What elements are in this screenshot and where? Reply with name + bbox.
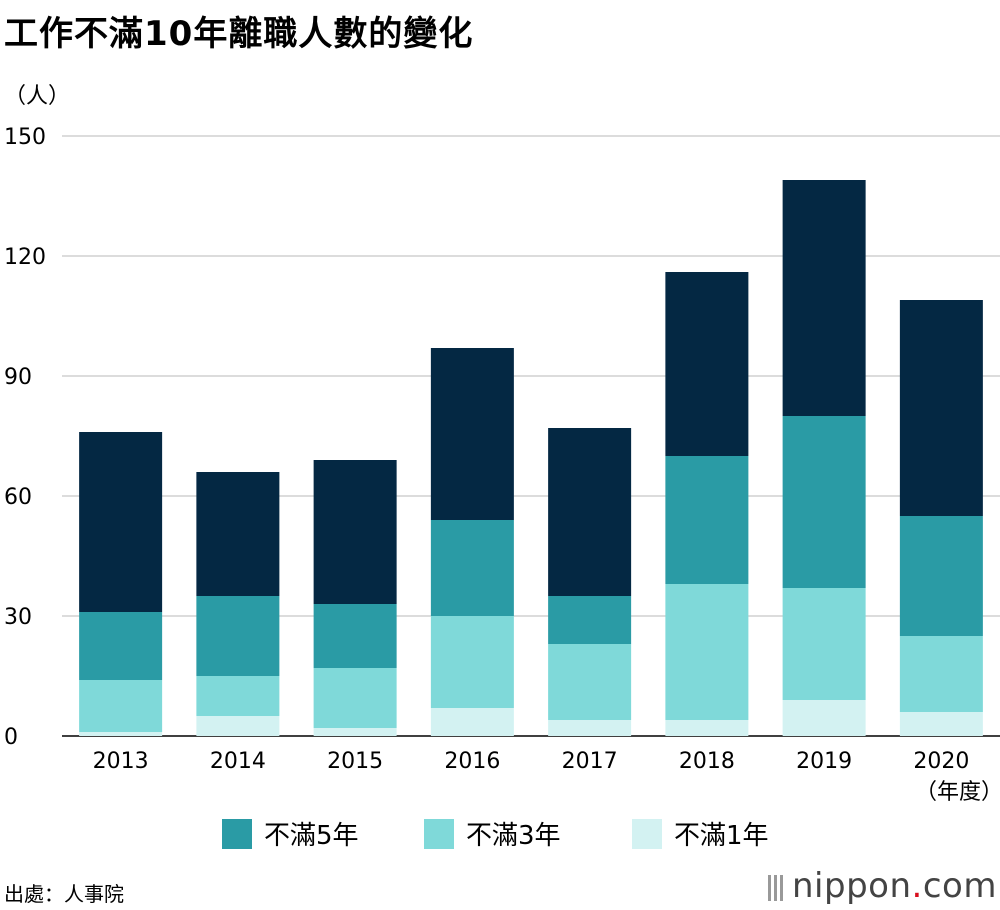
y-axis-unit: （人）	[4, 84, 71, 109]
bar-segment-remainder-2017	[548, 428, 632, 596]
legend-swatch	[424, 818, 454, 849]
legend-label: 不滿3年	[466, 821, 561, 851]
y-tick-label: 0	[4, 725, 18, 750]
bar-segment-不滿3年-2018	[665, 584, 749, 720]
x-tick-label: 2013	[93, 749, 149, 774]
logo-mark-icon	[768, 866, 786, 906]
x-axis-unit: （年度）	[915, 780, 1000, 805]
bar-segment-不滿5年-2015	[313, 604, 397, 668]
source-note: 出處：人事院	[4, 882, 124, 906]
bar-segment-remainder-2016	[430, 348, 514, 520]
bar-segment-不滿1年-2014	[196, 716, 280, 736]
x-tick-label: 2020	[913, 749, 969, 774]
legend-item-under-1-year: 不滿1年	[632, 815, 769, 852]
bar-segment-不滿3年-2016	[430, 616, 514, 708]
bar-segment-不滿3年-2013	[79, 680, 163, 732]
bar-segment-不滿5年-2017	[548, 596, 632, 644]
y-tick-label: 90	[4, 365, 32, 390]
legend-item-under-3-years: 不滿3年	[424, 815, 561, 852]
bar-segment-不滿5年-2013	[79, 612, 163, 680]
bar-segment-remainder-2015	[313, 460, 397, 604]
bar-segment-不滿1年-2016	[430, 708, 514, 736]
x-tick-label: 2016	[444, 749, 500, 774]
bar-segment-不滿3年-2020	[899, 636, 983, 712]
x-tick-label: 2014	[210, 749, 266, 774]
bar-segment-不滿1年-2015	[313, 728, 397, 736]
bar-segment-不滿3年-2019	[782, 588, 866, 700]
y-tick-label: 120	[4, 245, 46, 270]
bar-segment-不滿5年-2019	[782, 416, 866, 588]
bar-segment-remainder-2019	[782, 180, 866, 416]
bar-segment-不滿1年-2020	[899, 712, 983, 736]
x-tick-label: 2017	[562, 749, 618, 774]
chart-title: 工作不滿10年離職人數的變化	[4, 14, 474, 54]
stacked-bar-chart: 0 30 60 90 120 150 2013 2014 2015 2016 2017 2018 201…	[4, 125, 1000, 774]
legend-swatch	[222, 818, 252, 849]
bar-segment-不滿3年-2015	[313, 668, 397, 728]
legend-label: 不滿5年	[264, 821, 359, 851]
x-tick-label: 2018	[679, 749, 735, 774]
legend-item-under-5-years: 不滿5年	[222, 815, 359, 852]
x-tick-label: 2019	[796, 749, 852, 774]
bar-segment-不滿5年-2016	[430, 520, 514, 616]
nippon-logo: nippon.com	[768, 866, 997, 906]
bar-segment-不滿5年-2014	[196, 596, 280, 676]
bar-segment-不滿1年-2013	[79, 732, 163, 736]
bar-segment-不滿1年-2017	[548, 720, 632, 736]
y-tick-label: 30	[4, 605, 32, 630]
bar-segment-不滿3年-2014	[196, 676, 280, 716]
bar-segment-不滿1年-2018	[665, 720, 749, 736]
bar-segment-不滿5年-2020	[899, 516, 983, 636]
bar-segment-不滿1年-2019	[782, 700, 866, 736]
legend-label: 不滿1年	[674, 821, 769, 851]
x-tick-label: 2015	[327, 749, 383, 774]
bar-segment-不滿5年-2018	[665, 456, 749, 584]
y-tick-label: 150	[4, 125, 46, 150]
y-tick-label: 60	[4, 485, 32, 510]
bar-segment-remainder-2018	[665, 272, 749, 456]
bar-segment-remainder-2020	[899, 300, 983, 516]
legend-swatch	[632, 818, 662, 849]
bar-segment-不滿3年-2017	[548, 644, 632, 720]
bar-segment-remainder-2013	[79, 432, 163, 612]
bar-segment-remainder-2014	[196, 472, 280, 596]
